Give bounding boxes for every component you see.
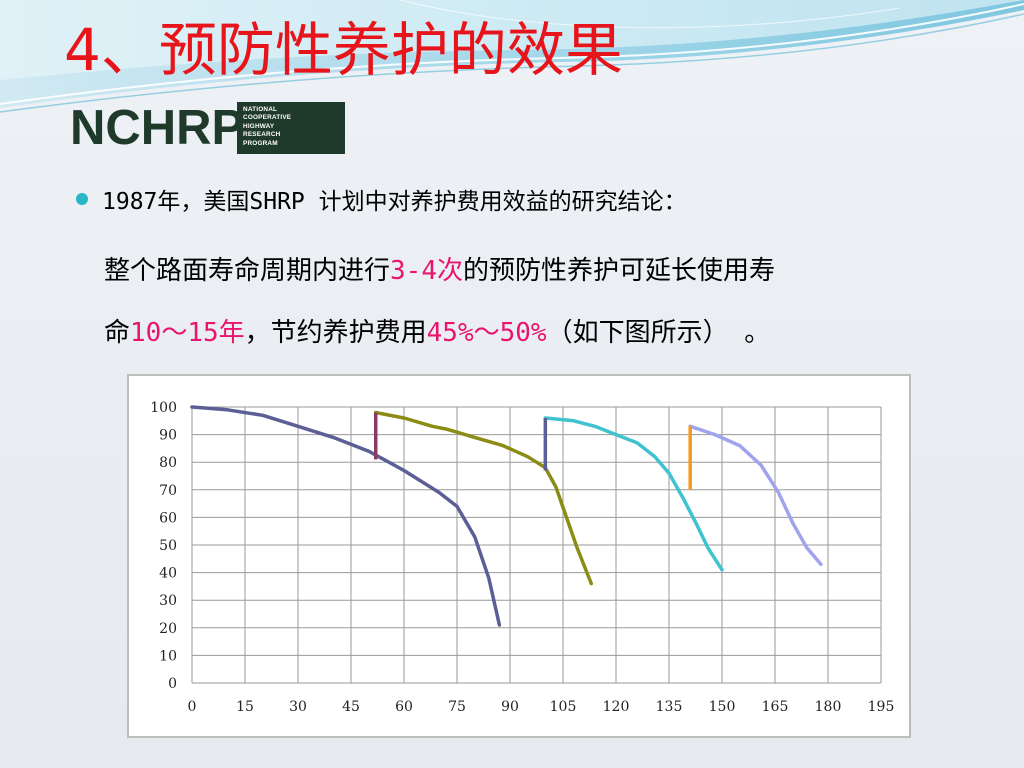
y-tick-label: 70 xyxy=(159,483,177,499)
bullet-text-line1: 1987年，美国SHRP 计划中对养护费用效益的研究结论： xyxy=(102,189,687,215)
logo-line: NATIONAL xyxy=(243,106,278,113)
logo-line: COOPERATIVE xyxy=(243,114,292,122)
series-line-1 xyxy=(190,405,502,627)
x-tick-label: 165 xyxy=(762,699,789,715)
x-tick-label: 105 xyxy=(550,699,577,715)
y-tick-label: 10 xyxy=(159,648,177,664)
text-segment: 整个路面寿命周期内进行 xyxy=(104,256,391,286)
x-tick-label: 120 xyxy=(603,699,630,715)
x-tick-label: 45 xyxy=(342,699,360,715)
y-tick-label: 60 xyxy=(159,510,177,526)
text-segment: ，节约养护费用 xyxy=(244,318,427,348)
slide-title: 4、预防性养护的效果 xyxy=(64,16,623,84)
nchrp-logo-box: NATIONAL COOPERATIVE HIGHWAY RESEARCH PR… xyxy=(237,102,345,154)
logo-line: PROGRAM xyxy=(243,139,278,147)
text-segment: （如下图所示） 。 xyxy=(546,318,771,348)
series-line-2 xyxy=(373,410,594,586)
x-tick-label: 195 xyxy=(868,699,895,715)
y-tick-label: 50 xyxy=(159,538,177,554)
highlight-years: 10～15年 xyxy=(130,318,245,348)
series-line-3 xyxy=(543,416,724,572)
nchrp-logo-text: NCHRP xyxy=(70,101,245,155)
x-tick-label: 30 xyxy=(289,699,307,715)
x-tick-label: 15 xyxy=(236,699,254,715)
x-tick-label: 75 xyxy=(448,699,466,715)
text-segment: 的预防性养护可延长使用寿 xyxy=(462,256,775,286)
y-tick-label: 0 xyxy=(168,676,177,692)
x-tick-label: 90 xyxy=(501,699,519,715)
x-tick-label: 60 xyxy=(395,699,413,715)
text-segment: 命 xyxy=(104,318,131,348)
chart-frame: 0 15 30 45 60 75 90 105 120 135 150 165 180 195 0 10 20 3… xyxy=(127,374,911,738)
y-tick-label: 100 xyxy=(150,400,177,416)
bullet-dot-icon xyxy=(76,193,88,205)
logo-line: HIGHWAY xyxy=(243,122,275,130)
highlight-savings: 45%～50% xyxy=(426,318,547,348)
bullet-text-line2: 整个路面寿命周期内进行3-4次的预防性养护可延长使用寿 xyxy=(104,250,775,287)
x-tick-label: 180 xyxy=(815,699,842,715)
logo-line: RESEARCH xyxy=(243,131,281,139)
y-tick-label: 40 xyxy=(159,566,177,582)
y-tick-label: 20 xyxy=(159,621,177,637)
bullet-text-line3: 命10～15年，节约养护费用45%～50%（如下图所示） 。 xyxy=(104,312,770,349)
x-tick-label: 150 xyxy=(709,699,736,715)
x-tick-label: 135 xyxy=(656,699,683,715)
x-tick-label: 0 xyxy=(188,699,197,715)
y-tick-label: 90 xyxy=(159,428,177,444)
highlight-times: 3-4次 xyxy=(390,256,463,286)
series-line-4 xyxy=(688,424,823,567)
y-tick-label: 80 xyxy=(159,455,177,471)
pavement-condition-chart: 0 15 30 45 60 75 90 105 120 135 150 165 180 195 0 10 20 3… xyxy=(150,400,895,715)
y-tick-label: 30 xyxy=(159,593,177,609)
